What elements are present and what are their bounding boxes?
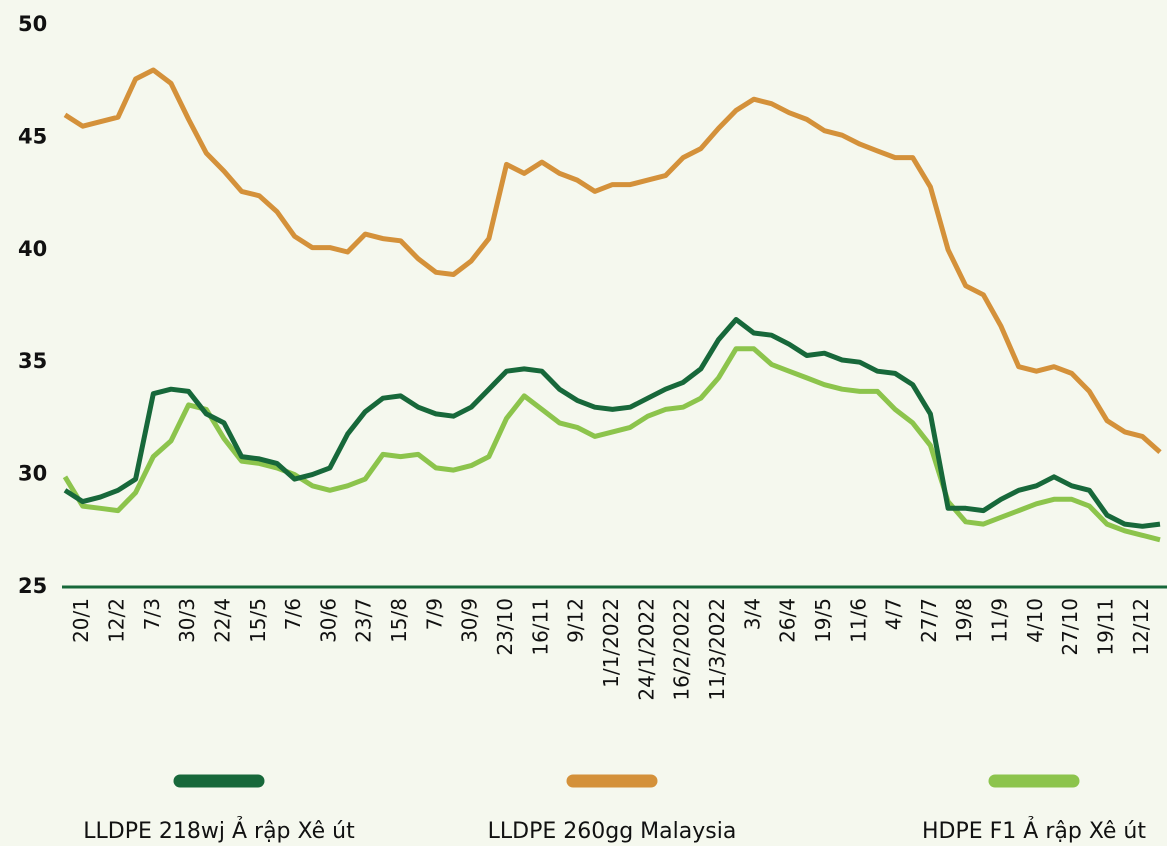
x-tick-label: 23/7 (352, 598, 376, 643)
x-tick-label: 19/8 (952, 598, 976, 643)
x-tick-label: 30/3 (175, 598, 199, 643)
x-tick-label: 11/3/2022 (705, 598, 729, 701)
series-line (62, 346, 1161, 543)
x-tick-label: 19/5 (811, 598, 835, 643)
x-tick-label: 26/4 (776, 598, 800, 643)
x-tick-label: 24/1/2022 (634, 598, 658, 701)
x-tick-label: 19/11 (1094, 598, 1118, 656)
x-tick-label: 7/9 (422, 598, 446, 630)
x-tick-label: 16/2/2022 (670, 598, 694, 701)
x-tick-label: 4/10 (1023, 598, 1047, 643)
x-tick-label: 11/9 (988, 598, 1012, 643)
x-tick-label: 16/11 (528, 598, 552, 656)
y-tick-label: 30 (18, 462, 47, 486)
legend-label: LLDPE 218wj Ả rập Xê út (83, 817, 355, 844)
x-tick-label: 12/2 (104, 598, 128, 643)
x-tick-label: 4/7 (882, 598, 906, 630)
x-tick-label: 22/4 (210, 598, 234, 643)
x-tick-label: 7/3 (140, 598, 164, 630)
legend-label: HDPE F1 Ả rập Xê út (922, 817, 1146, 844)
x-tick-label: 20/1 (69, 598, 93, 643)
x-tick-label: 9/12 (564, 598, 588, 643)
x-tick-label: 30/9 (458, 598, 482, 643)
x-tick-label: 15/5 (246, 598, 270, 643)
x-tick-label: 11/6 (846, 598, 870, 643)
x-tick-label: 23/10 (493, 598, 517, 656)
y-tick-label: 25 (18, 574, 47, 598)
x-tick-label: 30/6 (316, 598, 340, 643)
y-tick-label: 40 (18, 237, 47, 261)
y-tick-label: 50 (18, 12, 47, 36)
x-tick-label: 3/4 (740, 598, 764, 630)
y-tick-label: 45 (18, 124, 47, 148)
x-tick-label: 27/10 (1058, 598, 1082, 656)
x-tick-label: 27/7 (917, 598, 941, 643)
x-tick-label: 1/1/2022 (599, 598, 623, 688)
x-tick-label: 7/6 (281, 598, 305, 630)
series-line (63, 317, 1161, 529)
x-tick-label: 15/8 (387, 598, 411, 643)
x-tick-label: 12/12 (1129, 598, 1153, 656)
y-tick-label: 35 (18, 349, 47, 373)
legend-label: LLDPE 260gg Malaysia (488, 819, 737, 844)
series-line (63, 67, 1162, 454)
